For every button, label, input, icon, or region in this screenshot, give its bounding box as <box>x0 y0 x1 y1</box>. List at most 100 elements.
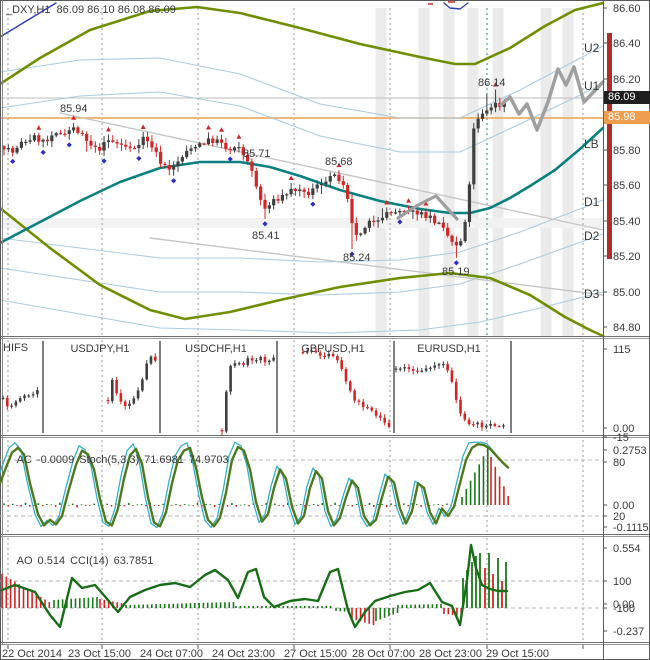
ao-histogram-bar <box>57 599 60 608</box>
fractal-up-icon <box>205 124 211 130</box>
y-axis-tick-label: 85.00 <box>613 287 641 299</box>
cci-label: CCI(14) <box>70 555 109 567</box>
ac-histogram-bar <box>140 504 143 505</box>
subchart-candles <box>220 354 275 436</box>
candle-body <box>363 227 367 234</box>
candle-body <box>415 210 419 215</box>
fractal-down-icon <box>310 201 316 207</box>
candle-body <box>180 157 184 162</box>
candle-body <box>420 370 424 372</box>
ao-histogram-bar <box>355 608 358 621</box>
candle-body <box>189 148 193 151</box>
candle-body <box>159 151 163 164</box>
candle-body <box>450 235 454 242</box>
y-axis-tick-label: 86.40 <box>613 38 641 50</box>
candle-body <box>128 403 131 406</box>
ao-histogram-bar <box>176 603 179 608</box>
candle-body <box>11 148 15 153</box>
ac-histogram-bar <box>381 504 384 505</box>
cci-value: 63.7851 <box>113 555 154 567</box>
candle-body <box>489 107 493 111</box>
ac-histogram-bar <box>54 505 57 507</box>
ao-histogram-bar <box>198 602 200 608</box>
candle-body <box>420 212 424 215</box>
candle-body <box>433 365 436 368</box>
upper-band-line <box>0 1 605 86</box>
candle-body <box>123 401 127 406</box>
ac-histogram-bar <box>7 505 10 507</box>
ao-histogram-bar <box>172 603 175 608</box>
candle-body <box>454 381 458 400</box>
candle-body <box>387 422 391 427</box>
ac-histogram-bar <box>507 496 509 505</box>
candle-body <box>399 368 402 370</box>
candle-body <box>154 147 158 152</box>
candle-body <box>233 363 237 366</box>
ao-histogram-bar <box>185 603 187 608</box>
ac-histogram-bar <box>136 504 139 506</box>
fractal-up-icon <box>384 200 390 205</box>
candle-body <box>224 142 228 150</box>
candle-body <box>24 141 28 144</box>
ao-histogram-bar <box>364 608 366 623</box>
ac-histogram-bar <box>364 505 366 506</box>
candle-body <box>219 139 224 143</box>
panel4-header: AO 0.514 CCI(14) 63.7851 <box>5 543 158 579</box>
candle-body <box>28 140 32 142</box>
ao-histogram-bar <box>343 608 346 612</box>
candle-body <box>346 184 350 199</box>
band-label: U1 <box>584 79 600 93</box>
candle-body <box>41 139 45 142</box>
ac-histogram-bar <box>441 505 444 507</box>
ac-histogram-bar <box>11 503 14 505</box>
ac-histogram-bar <box>334 502 336 505</box>
ao-histogram-bar <box>228 602 230 608</box>
ac-histogram-bar <box>385 505 388 508</box>
ac-histogram-bar <box>437 504 440 505</box>
candle-body <box>310 350 313 352</box>
ao-histogram-bar <box>414 604 416 608</box>
ac-histogram-bar <box>478 464 480 505</box>
fractal-up-icon <box>406 198 412 203</box>
ac-histogram-bar <box>84 505 87 506</box>
ac-histogram-bar <box>158 505 160 506</box>
ao-histogram-bar <box>261 606 263 608</box>
ac-value: -0.0009 <box>36 454 75 466</box>
fractal-up-icon <box>71 115 77 120</box>
stoch-k-value: 71.6981 <box>144 454 184 466</box>
ao-histogram-bar <box>316 606 319 608</box>
ao-histogram-bar <box>269 606 272 608</box>
ao-histogram-bar <box>329 606 332 608</box>
candle-body <box>424 368 428 371</box>
candle-body <box>489 423 492 426</box>
ac-histogram-bar <box>72 503 74 505</box>
swing-price-label: 85.24 <box>343 252 371 264</box>
ao-histogram-bar <box>18 584 20 608</box>
price-axis[interactable] <box>607 33 612 259</box>
ac-histogram-bar <box>76 505 78 508</box>
fractal-up-icon <box>423 201 429 206</box>
chart-title: _DXY,H1 86.09 86.10 86.08 86.09 <box>6 4 176 16</box>
candle-body <box>1 397 5 399</box>
band-label: D2 <box>584 229 600 243</box>
candle-body <box>441 222 445 228</box>
ac-histogram-bar <box>33 505 35 506</box>
fractal-markers <box>10 82 499 266</box>
candle-body <box>407 367 411 370</box>
candle-body <box>383 417 386 423</box>
candle-body <box>403 367 406 369</box>
fractal-down-icon <box>66 142 72 148</box>
swing-price-label: 85.71 <box>243 148 271 160</box>
candle-body <box>349 381 352 391</box>
candle-body <box>354 223 358 235</box>
candle-body <box>359 233 363 235</box>
candle-body <box>202 143 206 145</box>
candle-body <box>119 143 124 145</box>
ao-histogram-bar <box>375 608 377 621</box>
ao-value: 0.514 <box>37 555 66 567</box>
ao-histogram-bar <box>232 602 235 608</box>
ao-histogram-bar <box>9 579 12 608</box>
candle-body <box>93 145 97 147</box>
